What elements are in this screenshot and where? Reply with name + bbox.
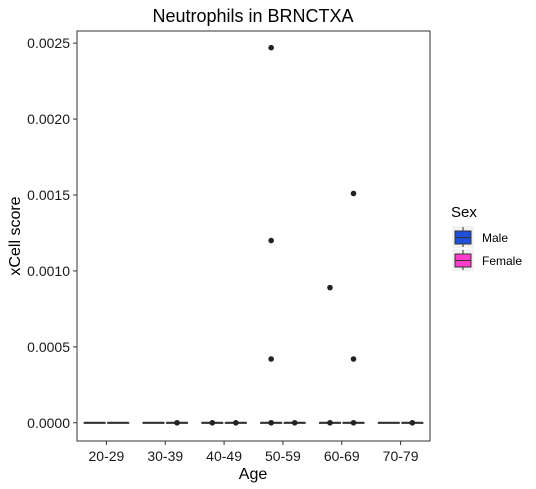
x-tick-label: 30-39 [147, 448, 183, 464]
outlier-point [327, 419, 333, 426]
outlier-point [409, 419, 416, 426]
outlier-point [291, 419, 298, 426]
y-tick-label: 0.0025 [27, 35, 70, 51]
outlier-point [350, 356, 357, 362]
x-tick-label: 20-29 [89, 448, 125, 464]
x-tick-label: 50-59 [265, 448, 301, 464]
legend-label-male: Male [482, 231, 508, 245]
plot-panel [76, 30, 431, 442]
outlier-point [268, 356, 274, 362]
outlier-points [174, 44, 416, 426]
legend: Sex Male Female [451, 204, 522, 271]
outlier-point [233, 419, 239, 426]
outlier-point [268, 419, 274, 426]
y-tick-label: 0.0015 [27, 187, 70, 203]
y-axis-title: xCell score [7, 196, 24, 275]
y-tick-label: 0.0010 [27, 263, 70, 279]
legend-label-female: Female [482, 254, 522, 268]
outlier-point [350, 190, 357, 197]
outlier-point [268, 44, 274, 51]
chart-title: Neutrophils in BRNCTXA [152, 6, 353, 26]
x-axis: 20-29 30-39 40-49 50-59 60-69 70-79 [89, 441, 419, 464]
y-tick-label: 0.0000 [27, 415, 70, 431]
outlier-point [209, 419, 216, 426]
x-axis-title: Age [239, 466, 268, 483]
y-tick-label: 0.0005 [27, 339, 70, 355]
x-tick-label: 70-79 [383, 448, 419, 464]
y-axis: 0.0000 0.0005 0.0010 0.0015 0.0020 0.0025 [27, 35, 77, 431]
outlier-point [327, 284, 333, 291]
outlier-point [350, 419, 357, 426]
legend-title: Sex [451, 204, 477, 221]
outlier-point [174, 419, 180, 426]
x-tick-label: 40-49 [206, 448, 242, 464]
x-tick-label: 60-69 [324, 448, 360, 464]
outlier-point [268, 237, 274, 244]
y-tick-label: 0.0020 [27, 111, 70, 127]
